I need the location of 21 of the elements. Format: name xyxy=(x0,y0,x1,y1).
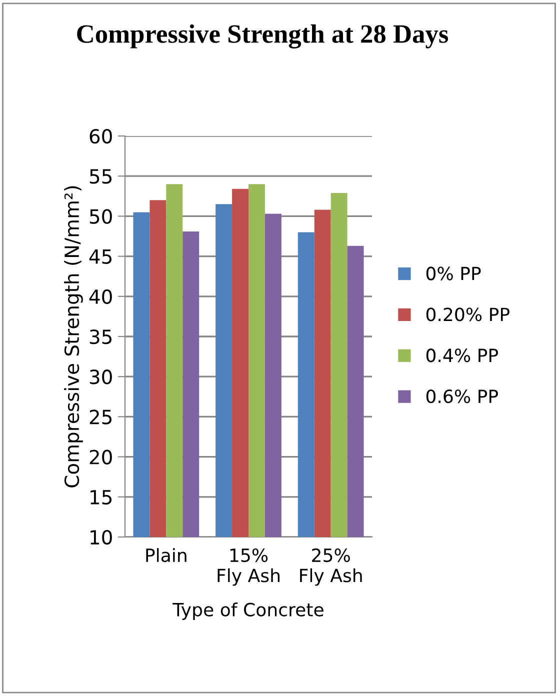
y-tick-label: 40 xyxy=(89,289,112,304)
legend-label: 0.20% PP xyxy=(426,308,510,322)
y-tick-label: 60 xyxy=(90,128,112,144)
y-tick-label: 50 xyxy=(90,209,112,224)
y-tick-label: 35 xyxy=(90,329,112,344)
y-axis-title: Compressive Strength (N/mm²) xyxy=(64,186,83,488)
y-tick-label: 30 xyxy=(90,370,112,384)
y-tick-label: 55 xyxy=(90,169,112,184)
y-tick-label: 10 xyxy=(90,530,112,545)
x-tick-label: 25% Fly Ash xyxy=(300,548,362,586)
x-axis-title: Type of Concrete xyxy=(172,602,324,620)
y-tick-label: 45 xyxy=(89,250,112,264)
x-tick-label: Plain xyxy=(146,548,186,562)
y-tick-label: 25 xyxy=(90,410,112,424)
x-tick-label: 15% Fly Ash xyxy=(218,548,280,586)
legend-label: 0% PP xyxy=(426,266,481,280)
y-tick-label: 15 xyxy=(90,490,112,505)
chart-title: Compressive Strength at 28 Days xyxy=(77,24,448,48)
legend-label: 0.4% PP xyxy=(426,348,498,362)
y-tick-label: 20 xyxy=(90,450,112,464)
legend-label: 0.6% PP xyxy=(426,390,498,404)
